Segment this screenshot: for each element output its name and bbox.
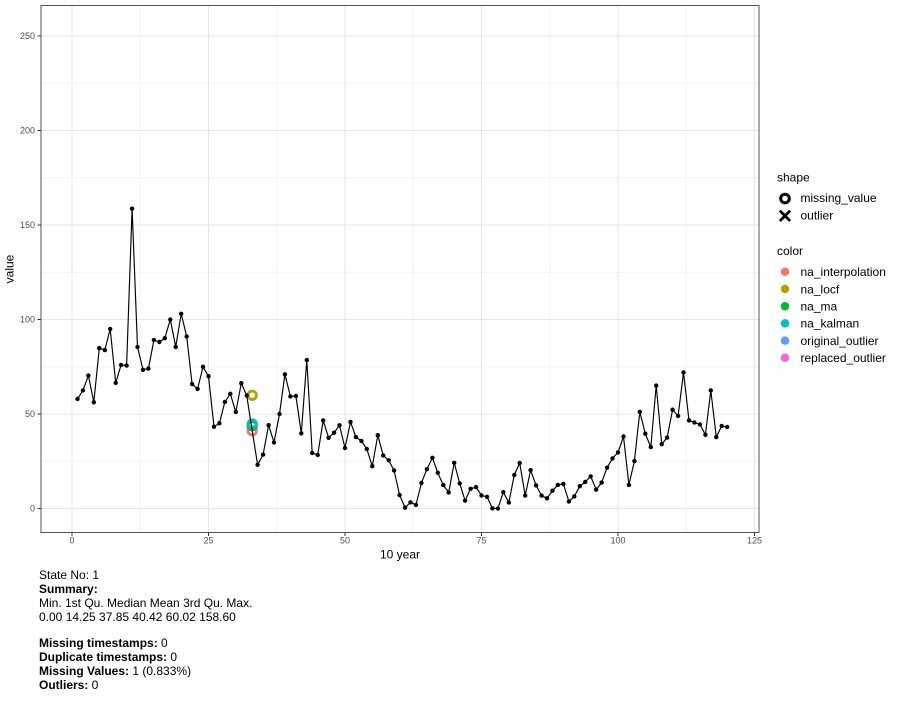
svg-text:original_outlier: original_outlier — [801, 334, 879, 348]
svg-text:outlier: outlier — [801, 209, 834, 223]
svg-text:125: 125 — [747, 536, 762, 546]
svg-text:100: 100 — [610, 536, 625, 546]
svg-text:shape: shape — [777, 171, 810, 185]
svg-text:50: 50 — [340, 536, 350, 546]
svg-text:25: 25 — [203, 536, 213, 546]
svg-text:100: 100 — [20, 315, 35, 325]
svg-text:na_locf: na_locf — [801, 282, 840, 296]
svg-text:0: 0 — [30, 504, 35, 514]
svg-text:na_interpolation: na_interpolation — [801, 265, 886, 279]
svg-text:color: color — [777, 244, 803, 258]
svg-text:50: 50 — [25, 409, 35, 419]
svg-text:na_kalman: na_kalman — [801, 317, 860, 331]
svg-text:250: 250 — [20, 31, 35, 41]
svg-text:replaced_outlier: replaced_outlier — [801, 351, 886, 365]
svg-text:missing_value: missing_value — [801, 191, 877, 205]
svg-text:200: 200 — [20, 126, 35, 136]
svg-text:value: value — [3, 254, 17, 283]
svg-text:0: 0 — [69, 536, 74, 546]
svg-text:75: 75 — [476, 536, 486, 546]
svg-text:10 year: 10 year — [380, 548, 420, 562]
svg-text:150: 150 — [20, 220, 35, 230]
svg-text:na_ma: na_ma — [801, 300, 838, 314]
